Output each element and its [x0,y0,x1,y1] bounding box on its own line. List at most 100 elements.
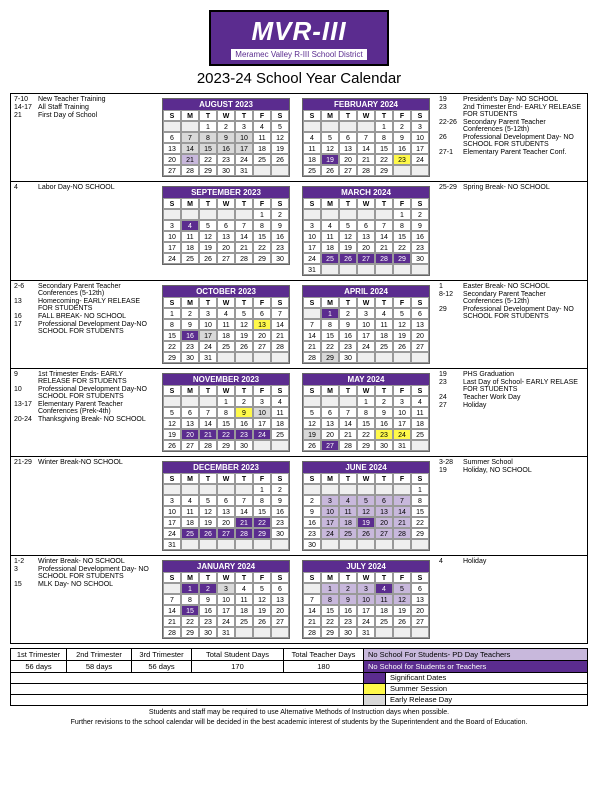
event-item: 27Holiday [439,402,581,409]
logo-top: MVR-III [231,16,366,47]
day-cell: 24 [321,528,339,539]
event-item: 22-26Secondary Parent Teacher Conference… [439,119,581,133]
right-calendar: MARCH 2024SMTWTFS12345678910111213141516… [296,182,436,280]
dow-cell: S [271,110,289,121]
right-calendar: JULY 2024SMTWTFS123456789101112131415161… [296,556,436,643]
day-cell: 24 [303,253,321,264]
dow-cell: S [303,297,321,308]
day-cell [393,539,411,550]
dow-cell: S [303,385,321,396]
day-cell: 27 [217,528,235,539]
day-cell: 2 [411,209,429,220]
day-cell: 3 [411,121,429,132]
day-cell [375,264,393,275]
day-cell: 28 [235,528,253,539]
dow-cell: M [181,572,199,583]
dow-cell: T [375,297,393,308]
day-cell: 17 [199,330,217,341]
event-item: 1Easter Break- NO SCHOOL [439,283,581,290]
day-cell: 28 [181,165,199,176]
day-cell: 1 [321,308,339,319]
day-cell: 20 [271,605,289,616]
day-cell: 8 [217,407,235,418]
event-item: 19Holiday, NO SCHOOL [439,467,581,474]
day-cell: 20 [217,517,235,528]
day-cell: 27 [217,253,235,264]
dow-cell: T [375,572,393,583]
day-cell: 19 [321,154,339,165]
day-cell: 31 [163,539,181,550]
event-date: 21-29 [14,459,38,466]
day-cell: 22 [163,341,181,352]
day-cell: 11 [321,231,339,242]
day-cell: 7 [181,132,199,143]
day-cell: 31 [199,352,217,363]
dow-cell: T [375,198,393,209]
dow-cell: T [235,297,253,308]
calendar-row: 2-6Secondary Parent Teacher Conferences … [10,280,588,368]
day-cell: 2 [235,396,253,407]
dow-cell: M [321,572,339,583]
month-header: NOVEMBER 2023 [163,374,289,385]
day-cell [235,209,253,220]
dow-cell: M [181,297,199,308]
day-cell: 4 [375,583,393,594]
day-cell: 3 [253,396,271,407]
day-cell: 20 [411,330,429,341]
event-text: Professional Development Day- NO SCHOOL … [463,306,581,320]
event-text: New Teacher Training [38,96,153,103]
day-cell: 15 [321,330,339,341]
calendar-rows: 7-10New Teacher Training14-17All Staff T… [10,93,588,644]
day-cell: 30 [303,539,321,550]
day-cell: 18 [271,418,289,429]
event-item: 26Professional Development Day- NO SCHOO… [439,134,581,148]
month-calendar: MARCH 2024SMTWTFS12345678910111213141516… [302,186,430,276]
event-text: Last Day of School- EARLY RELASE FOR STU… [463,379,581,393]
day-cell: 22 [253,517,271,528]
event-date: 3 [14,566,38,580]
dow-cell: S [303,198,321,209]
day-cell: 22 [393,242,411,253]
dow-cell: S [411,572,429,583]
day-cell [163,396,181,407]
day-cell: 29 [163,352,181,363]
dow-cell: W [217,110,235,121]
dow-cell: F [253,473,271,484]
event-item: 232nd Trimester End- EARLY RELEASE FOR S… [439,104,581,118]
day-cell: 7 [303,319,321,330]
dow-cell: W [357,385,375,396]
day-cell: 4 [321,220,339,231]
day-cell: 5 [163,407,181,418]
event-item: 2-6Secondary Parent Teacher Conferences … [14,283,153,297]
day-cell: 14 [235,506,253,517]
day-cell: 9 [271,495,289,506]
day-cell: 17 [357,330,375,341]
dow-cell: F [253,572,271,583]
day-cell: 17 [163,517,181,528]
day-cell: 12 [271,132,289,143]
day-cell: 4 [235,583,253,594]
day-cell: 14 [357,143,375,154]
legend-row-ss: Summer Session [10,684,588,695]
event-text: Homecoming- EARLY RELEASE FOR STUDENTS [38,298,153,312]
day-cell [199,396,217,407]
event-item: 25-29Spring Break- NO SCHOOL [439,184,581,191]
dow-cell: F [253,110,271,121]
day-cell: 12 [339,231,357,242]
day-cell: 16 [339,330,357,341]
day-cell: 19 [235,330,253,341]
day-cell [357,264,375,275]
day-cell: 9 [235,407,253,418]
event-text: Winter Break-NO SCHOOL [38,459,153,466]
dow-cell: M [321,198,339,209]
day-cell: 6 [163,132,181,143]
day-cell: 26 [321,165,339,176]
day-cell: 11 [339,506,357,517]
day-cell: 29 [217,440,235,451]
day-cell: 21 [393,517,411,528]
event-date: 19 [439,96,463,103]
day-cell: 19 [303,429,321,440]
day-cell: 31 [357,627,375,638]
event-text: Professional Development Day- NO SCHOOL … [38,566,153,580]
day-cell: 19 [339,242,357,253]
